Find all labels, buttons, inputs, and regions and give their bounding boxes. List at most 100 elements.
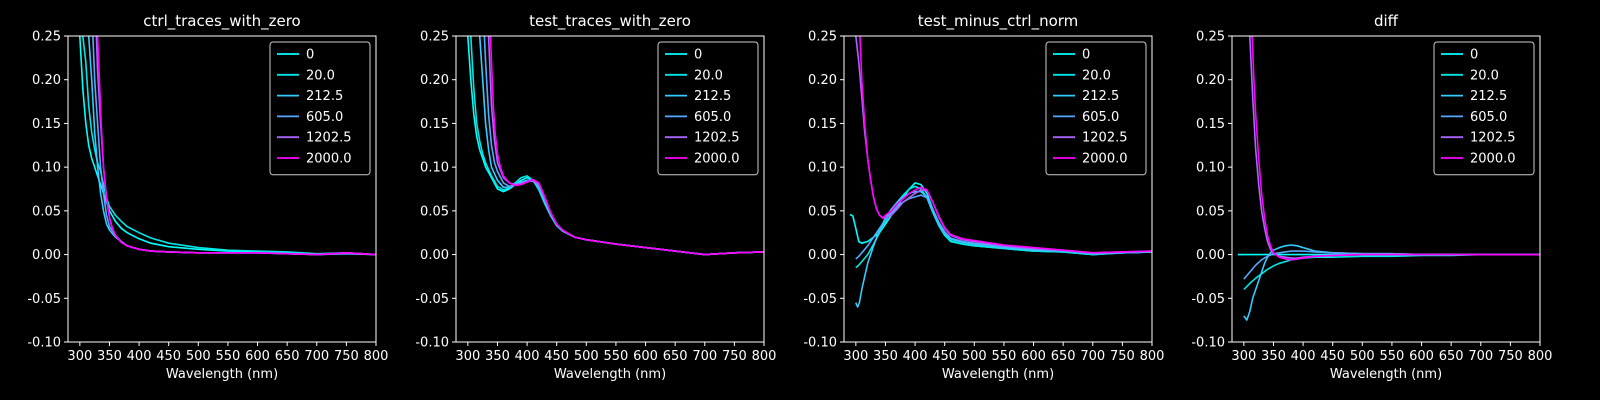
axes-frame <box>67 35 377 343</box>
x-tick-label: 450 <box>156 349 181 364</box>
legend: 0 20.0 212.5 605.0 1202.5 2000.0 <box>657 41 759 176</box>
legend-label: 212.5 <box>694 89 731 104</box>
y-tick-label: 0.15 <box>1196 117 1225 132</box>
x-axis-label: Wavelength (nm) <box>554 367 666 382</box>
legend-label: 2000.0 <box>1082 152 1128 167</box>
x-axis-label: Wavelength (nm) <box>942 367 1054 382</box>
chart-panel-3: 300 350 400 450 500 550 600 650 700 750 800 -0.10 -0… <box>803 12 1164 382</box>
x-tick-label: 550 <box>604 349 629 364</box>
axes-frame <box>843 35 1153 343</box>
axes-frame <box>455 35 765 343</box>
legend-label: 20.0 <box>306 68 335 83</box>
x-tick-label: 400 <box>903 349 928 364</box>
x-axis-label: Wavelength (nm) <box>1330 367 1442 382</box>
x-tick-label: 600 <box>633 349 658 364</box>
series-group <box>467 36 764 256</box>
x-tick-label: 550 <box>216 349 241 364</box>
legend-label: 605.0 <box>306 110 343 125</box>
y-tick-label: -0.10 <box>415 336 449 351</box>
x-tick-label: 750 <box>334 349 359 364</box>
x-tick-label: 650 <box>1051 349 1076 364</box>
legend-label: 20.0 <box>1082 68 1111 83</box>
y-tick-label: 0.10 <box>32 161 61 176</box>
x-tick-label: 700 <box>1468 349 1493 364</box>
legend-label: 2000.0 <box>1470 152 1516 167</box>
y-tick-label: -0.05 <box>415 292 449 307</box>
series-line-2000.0 <box>1251 36 1540 261</box>
y-tick-label: 0.15 <box>808 117 837 132</box>
x-tick-label: 800 <box>752 349 777 364</box>
y-tick-label: 0.25 <box>420 30 449 45</box>
chart-title: test_traces_with_zero <box>529 12 691 31</box>
x-tick-label: 350 <box>485 349 510 364</box>
x-tick-label: 350 <box>97 349 122 364</box>
x-tick-label: 400 <box>127 349 152 364</box>
y-tick-label: 0.25 <box>808 30 837 45</box>
chart-title: ctrl_traces_with_zero <box>143 12 300 31</box>
y-tick-label: 0.05 <box>1196 204 1225 219</box>
y-tick-label: 0.15 <box>32 117 61 132</box>
y-tick-label: 0.00 <box>420 248 449 263</box>
y-tick-label: 0.10 <box>420 161 449 176</box>
legend-label: 1202.5 <box>306 131 352 146</box>
x-tick-label: 450 <box>1320 349 1345 364</box>
legend-label: 1202.5 <box>1082 131 1128 146</box>
chart-panel-4: 300 350 400 450 500 550 600 650 700 750 800 -0.10 -0… <box>1191 12 1552 382</box>
y-tick-label: 0.20 <box>1196 73 1225 88</box>
x-tick-label: 600 <box>1409 349 1434 364</box>
x-tick-label: 750 <box>1110 349 1135 364</box>
axes-frame <box>1231 35 1541 343</box>
x-tick-label: 550 <box>1380 349 1405 364</box>
x-tick-label: 700 <box>692 349 717 364</box>
legend-label: 2000.0 <box>306 152 352 167</box>
legend-label: 212.5 <box>1082 89 1119 104</box>
series-group <box>1237 36 1540 321</box>
x-tick-label: 300 <box>843 349 868 364</box>
legend-label: 0 <box>306 48 314 63</box>
series-line-0 <box>79 36 376 256</box>
chart-title: diff <box>1374 12 1399 30</box>
x-tick-label: 300 <box>67 349 92 364</box>
legend: 0 20.0 212.5 605.0 1202.5 2000.0 <box>269 41 371 176</box>
x-tick-label: 500 <box>962 349 987 364</box>
legend-label: 2000.0 <box>694 152 740 167</box>
x-tick-label: 800 <box>1528 349 1553 364</box>
y-tick-label: 0.25 <box>1196 30 1225 45</box>
legend-label: 0 <box>1082 48 1090 63</box>
y-tick-label: -0.05 <box>1191 292 1225 307</box>
series-line-2000.0 <box>859 36 1152 254</box>
series-group <box>79 36 376 256</box>
x-tick-label: 600 <box>1021 349 1046 364</box>
y-tick-label: 0.00 <box>808 248 837 263</box>
y-tick-label: 0.10 <box>1196 161 1225 176</box>
y-tick-label: 0.10 <box>808 161 837 176</box>
y-tick-label: -0.05 <box>27 292 61 307</box>
series-group <box>849 36 1152 308</box>
y-tick-label: 0.00 <box>1196 248 1225 263</box>
x-tick-label: 300 <box>1231 349 1256 364</box>
legend-label: 0 <box>694 48 702 63</box>
legend-label: 20.0 <box>694 68 723 83</box>
legend-label: 0 <box>1470 48 1478 63</box>
legend-label: 605.0 <box>1082 110 1119 125</box>
y-tick-label: -0.10 <box>27 336 61 351</box>
x-tick-label: 650 <box>275 349 300 364</box>
x-tick-label: 650 <box>663 349 688 364</box>
y-tick-label: -0.10 <box>803 336 837 351</box>
chart-panel-1: 300 350 400 450 500 550 600 650 700 750 800 -0.10 -0… <box>27 12 388 382</box>
legend-label: 1202.5 <box>1470 131 1516 146</box>
legend-label: 605.0 <box>1470 110 1507 125</box>
x-tick-label: 750 <box>1498 349 1523 364</box>
x-tick-label: 450 <box>932 349 957 364</box>
x-tick-label: 700 <box>304 349 329 364</box>
series-line-2000.0 <box>96 36 376 256</box>
y-tick-label: 0.00 <box>32 248 61 263</box>
x-tick-label: 350 <box>1261 349 1286 364</box>
y-tick-label: 0.05 <box>32 204 61 219</box>
x-tick-label: 750 <box>722 349 747 364</box>
x-tick-label: 800 <box>364 349 389 364</box>
x-tick-label: 700 <box>1080 349 1105 364</box>
x-tick-label: 400 <box>1291 349 1316 364</box>
legend-label: 1202.5 <box>694 131 740 146</box>
series-line-20.0 <box>82 36 376 256</box>
